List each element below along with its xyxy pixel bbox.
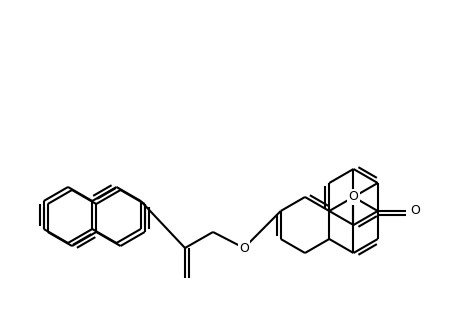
Text: O: O [239, 241, 249, 255]
Text: O: O [410, 204, 419, 217]
Text: O: O [348, 191, 359, 203]
Text: O: O [348, 191, 359, 203]
